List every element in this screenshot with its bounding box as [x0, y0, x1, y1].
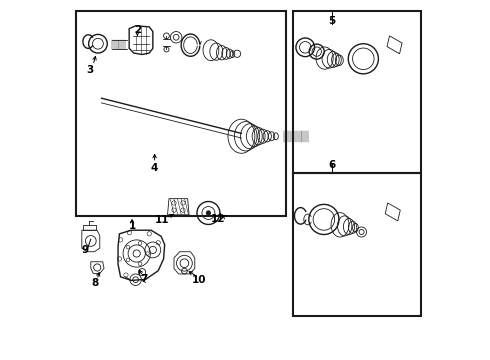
- Text: 11: 11: [154, 215, 169, 225]
- Text: 10: 10: [192, 275, 206, 285]
- Text: 1: 1: [128, 221, 136, 230]
- Text: 9: 9: [82, 245, 89, 255]
- Text: 4: 4: [151, 163, 158, 173]
- Bar: [294, 12, 421, 173]
- Text: 2: 2: [134, 26, 141, 35]
- Text: 5: 5: [328, 17, 336, 27]
- Text: 6: 6: [328, 159, 336, 170]
- Text: 3: 3: [86, 64, 94, 75]
- Bar: [294, 173, 421, 316]
- Bar: [76, 12, 286, 216]
- Text: 8: 8: [92, 278, 98, 288]
- Circle shape: [206, 211, 211, 215]
- Text: 12: 12: [211, 215, 225, 224]
- Text: 7: 7: [140, 274, 147, 284]
